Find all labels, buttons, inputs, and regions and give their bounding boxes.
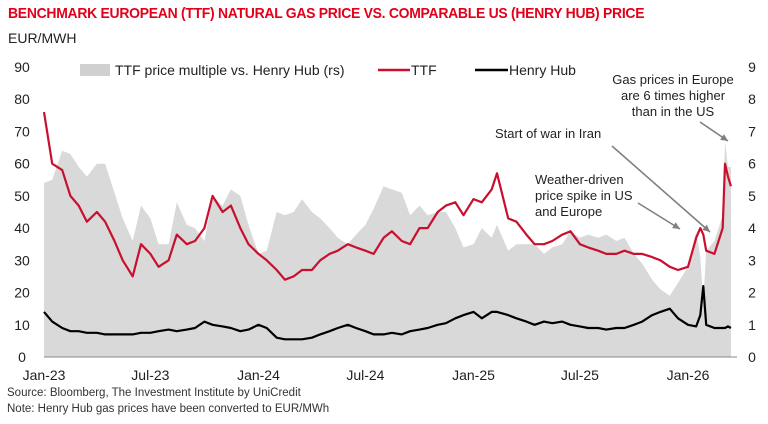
y-right-tick-label: 4 bbox=[748, 220, 756, 236]
annotation-text: and Europe bbox=[535, 204, 602, 219]
annotation-text: price spike in US bbox=[535, 188, 633, 203]
ttf-line bbox=[42, 111, 732, 281]
arrowhead-icon bbox=[720, 134, 728, 141]
y-right-tick-label: 5 bbox=[748, 188, 756, 204]
legend-label-henry-hub: Henry Hub bbox=[509, 62, 576, 78]
multiple-area-series bbox=[44, 141, 731, 357]
y-left-tick-label: 20 bbox=[14, 285, 30, 301]
y-left-tick-label: 70 bbox=[14, 123, 30, 139]
x-tick-label: Jan-23 bbox=[23, 367, 66, 383]
y-left-tick-label: 0 bbox=[18, 349, 26, 365]
annotation-text: are 6 times higher bbox=[621, 88, 726, 103]
x-tick-label: Jan-26 bbox=[667, 367, 710, 383]
y-left-tick-label: 30 bbox=[14, 252, 30, 268]
legend-swatch-multiple bbox=[80, 64, 110, 76]
x-tick-label: Jul-24 bbox=[346, 367, 384, 383]
y-right-tick-label: 8 bbox=[748, 91, 756, 107]
annotation-text: Start of war in Iran bbox=[495, 126, 601, 141]
y-right-tick-label: 1 bbox=[748, 317, 756, 333]
y-right-tick-label: 3 bbox=[748, 252, 756, 268]
y-left-tick-label: 10 bbox=[14, 317, 30, 333]
annotation-arrow bbox=[637, 202, 681, 230]
henry-hub-line bbox=[43, 285, 732, 341]
annotation-text: Weather-driven bbox=[535, 172, 624, 187]
y-right-tick-label: 7 bbox=[748, 123, 756, 139]
x-tick-label: Jul-25 bbox=[561, 367, 599, 383]
annotation-text: than in the US bbox=[632, 104, 715, 119]
y-left-tick-label: 80 bbox=[14, 91, 30, 107]
y-right-tick-label: 2 bbox=[748, 285, 756, 301]
multiple-area bbox=[44, 141, 731, 357]
x-tick-label: Jul-23 bbox=[131, 367, 169, 383]
legend-label-ttf: TTF bbox=[411, 62, 437, 78]
annotation-text: Gas prices in Europe bbox=[612, 72, 733, 87]
y-right-tick-label: 6 bbox=[748, 156, 756, 172]
y-left-tick-label: 50 bbox=[14, 188, 30, 204]
annotation-arrow bbox=[611, 145, 711, 233]
y-left-tick-label: 60 bbox=[14, 156, 30, 172]
source-note: Source: Bloomberg, The Investment Instit… bbox=[7, 387, 301, 399]
legend: TTF price multiple vs. Henry Hub (rs) TTF… bbox=[80, 62, 576, 78]
y-axis-unit-label: EUR/MWH bbox=[8, 30, 77, 46]
y-left-tick-label: 90 bbox=[14, 59, 30, 75]
x-tick-label: Jan-24 bbox=[237, 367, 280, 383]
y-right-tick-label: 9 bbox=[748, 59, 756, 75]
y-left-tick-label: 40 bbox=[14, 220, 30, 236]
conversion-note: Note: Henry Hub gas prices have been con… bbox=[7, 403, 330, 415]
annotation-war-iran: Start of war in Iran bbox=[495, 126, 711, 233]
x-tick-label: Jan-25 bbox=[452, 367, 495, 383]
arrowhead-icon bbox=[672, 222, 680, 229]
legend-label-multiple: TTF price multiple vs. Henry Hub (rs) bbox=[115, 62, 344, 78]
chart-title: BENCHMARK EUROPEAN (TTF) NATURAL GAS PRI… bbox=[8, 5, 645, 22]
y-right-tick-label: 0 bbox=[748, 349, 756, 365]
arrowhead-icon bbox=[702, 224, 710, 232]
